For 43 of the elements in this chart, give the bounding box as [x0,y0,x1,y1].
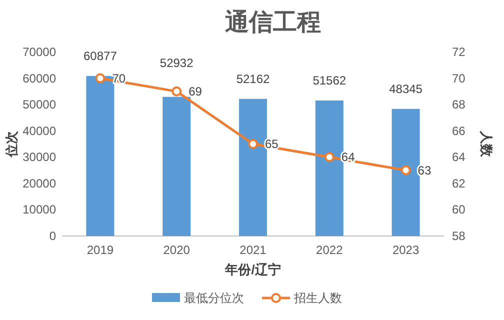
data-label: 51562 [312,73,346,88]
point [400,165,411,176]
bar [239,98,267,236]
point [248,139,258,149]
y2-tick-label: 70 [452,71,466,86]
y2-tick-label: 60 [452,202,466,217]
y-tick-label: 50000 [22,98,56,112]
x-axis-title: 年份/辽宁 [224,262,281,277]
y2-tick-label: 72 [452,45,466,59]
y2-tick-label: 66 [452,124,466,138]
y-tick-label: 10000 [22,202,56,217]
bar [392,108,420,236]
y-tick-label: 70000 [22,45,56,59]
y-axis-title: 位次 [4,130,19,158]
data-label: 52162 [236,72,270,86]
y-tick-label: 30000 [22,150,56,164]
x-tick-label: 2019 [86,243,114,257]
y2-tick-label: 64 [452,150,466,164]
y-tick-label: 20000 [22,176,56,190]
x-tick-label: 2021 [240,243,267,257]
legend-label: 最低分位次 [184,291,244,305]
data-label: 60877 [84,48,118,63]
y-tick-label: 60000 [22,71,56,86]
data-label: 48345 [389,82,423,96]
y2-tick-label: 68 [452,98,466,112]
y-tick-label: 40000 [22,124,56,138]
x-tick-label: 2023 [392,243,420,257]
chart-title: 通信工程 [224,9,321,36]
y2-axis-title: 人数 [479,130,494,158]
y2-tick-label: 62 [452,176,466,190]
legend-label: 招生人数 [293,291,342,305]
bar [86,76,114,236]
bar [162,96,191,236]
data-label: 69 [188,84,202,98]
x-tick-label: 2022 [316,243,344,257]
y-tick-label: 0 [49,229,56,243]
x-tick-label: 2020 [163,243,190,257]
y2-tick-label: 58 [452,229,466,243]
point [95,73,106,84]
bar [315,100,344,236]
point [172,86,182,96]
data-label: 52932 [160,56,194,70]
point [324,152,334,162]
